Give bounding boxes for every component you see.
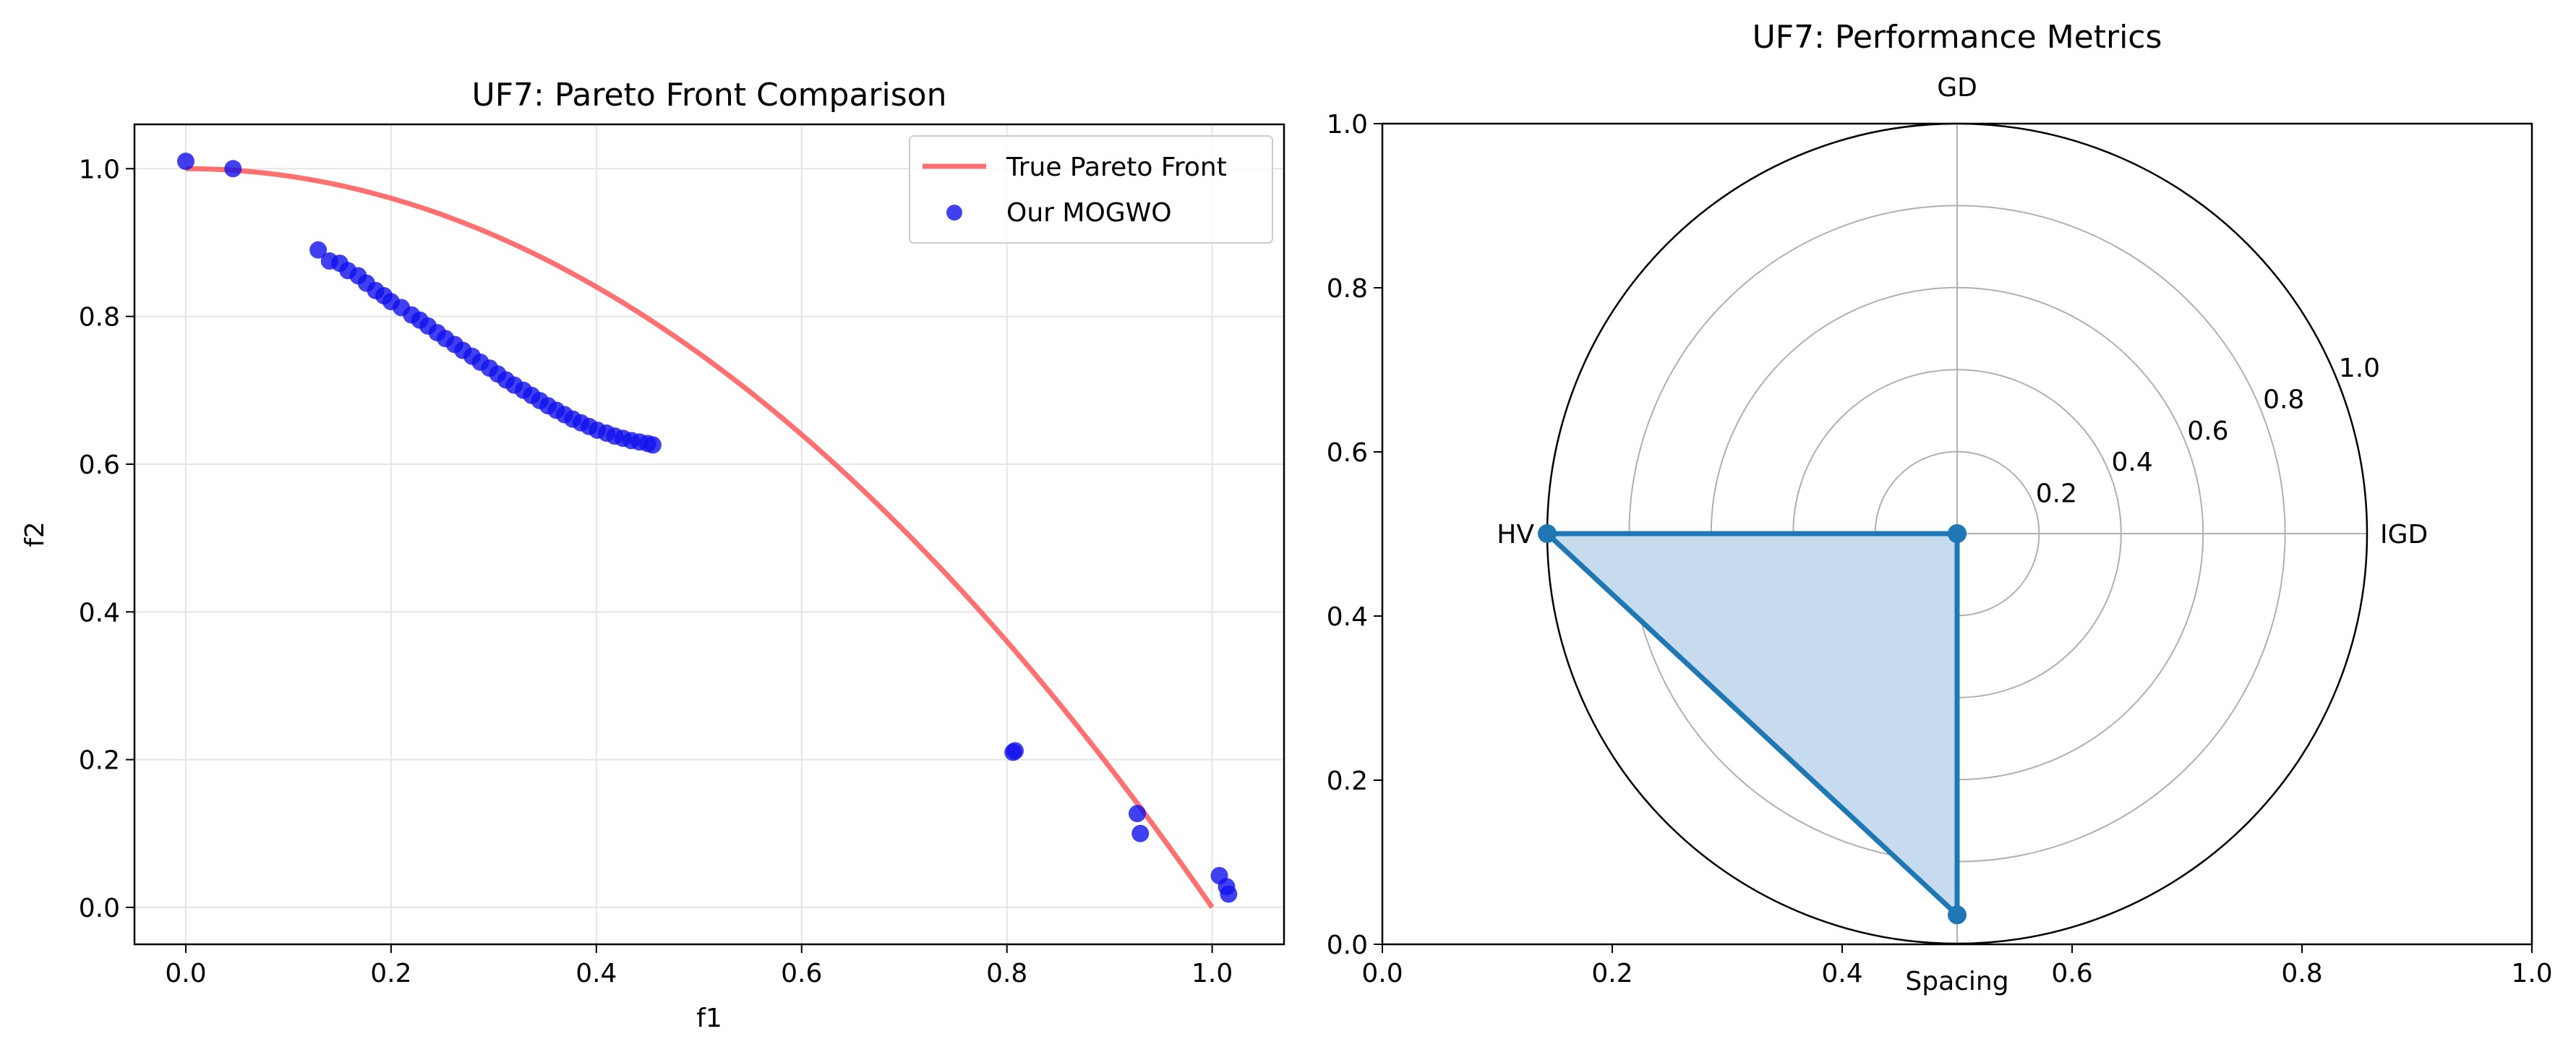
legend-true-pareto-front-label: True Pareto Front — [1006, 153, 1227, 182]
radial-tick-label: 0.8 — [2263, 385, 2304, 414]
legend-box — [909, 135, 1273, 244]
y-tick-label: 0.0 — [79, 894, 120, 923]
right-chart-title: UF7: Performance Metrics — [1753, 19, 2162, 56]
y-tick-label: 0.4 — [79, 598, 120, 628]
frame-y-tick-label: 0.2 — [1327, 766, 1368, 796]
mogwo-point — [1006, 742, 1024, 760]
y-tick-label: 1.0 — [79, 155, 120, 184]
mogwo-point — [224, 160, 242, 178]
frame-x-tick-label: 0.6 — [2051, 959, 2092, 988]
frame-x-tick-label: 0.4 — [1821, 959, 1862, 988]
mogwo-point — [1131, 824, 1150, 842]
x-tick-label: 0.4 — [575, 959, 617, 988]
legend: True Pareto Front Our MOGWO — [909, 135, 1273, 244]
mogwo-point — [643, 436, 662, 454]
frame-y-tick-label: 0.4 — [1327, 602, 1368, 632]
frame-y-tick-label: 0.8 — [1327, 274, 1368, 304]
radar-axis-label-hv: HV — [1497, 520, 1534, 550]
radar-axis-label-igd: IGD — [2380, 520, 2428, 550]
radial-tick-label: 1.0 — [2339, 354, 2380, 383]
radar-outline — [1544, 531, 1960, 918]
y-tick-label: 0.6 — [79, 450, 120, 480]
mogwo-point — [176, 153, 194, 171]
legend-our-mogwo-label: Our MOGWO — [1006, 198, 1172, 228]
left-ticks: 0.0 0.2 0.4 0.6 0.8 1.0 0.0 0.2 0.4 0.6 0.8 1.0 — [79, 155, 1233, 988]
radar-labels: 0.2 0.4 0.6 0.8 1.0 GD IGD Spacing HV — [1497, 73, 2428, 996]
x-tick-label: 0.2 — [370, 959, 411, 988]
frame-x-tick-label: 0.8 — [2281, 959, 2322, 988]
radial-tick-label: 0.4 — [2112, 448, 2153, 477]
frame-y-tick-label: 0.0 — [1327, 931, 1368, 960]
left-x-axis-label: f1 — [696, 1004, 722, 1033]
pareto-front-chart: 0.0 0.2 0.4 0.6 0.8 1.0 0.0 0.2 0.4 0.6 0.8 1.0 UF7… — [20, 77, 1285, 1033]
mogwo-point — [1128, 805, 1146, 823]
x-tick-label: 0.6 — [781, 959, 822, 988]
left-chart-title: UF7: Pareto Front Comparison — [472, 77, 947, 114]
radial-tick-label: 0.2 — [2036, 479, 2077, 509]
performance-metrics-chart: 0.0 0.2 0.4 0.6 0.8 1.0 0.0 0.2 0.4 0.6 0.8 1.0 0.2… — [1327, 19, 2553, 996]
x-tick-label: 1.0 — [1191, 959, 1233, 988]
radar-vertex — [1538, 524, 1557, 543]
left-y-axis-label: f2 — [20, 521, 50, 547]
frame-x-tick-label: 0.0 — [1361, 959, 1403, 988]
left-axes-frame — [133, 123, 1285, 946]
y-tick-label: 0.8 — [79, 303, 120, 333]
radar-vertex — [1948, 524, 1967, 543]
x-tick-label: 0.0 — [165, 959, 206, 988]
left-gridlines — [134, 124, 1284, 944]
y-tick-label: 0.2 — [79, 746, 120, 776]
radar-data — [1538, 524, 1967, 925]
radar-vertex — [1948, 905, 1967, 925]
radial-tick-label: 0.6 — [2187, 416, 2228, 446]
frame-x-tick-label: 1.0 — [2511, 959, 2552, 988]
frame-y-tick-label: 1.0 — [1327, 110, 1368, 140]
true-pareto-front-line — [186, 166, 1215, 909]
radar-axis-label-gd: GD — [1937, 73, 1977, 103]
mogwo-points — [176, 153, 1238, 903]
legend-point-swatch — [946, 205, 962, 221]
frame-x-tick-label: 0.2 — [1591, 959, 1633, 988]
radar-axis-label-spacing: Spacing — [1905, 967, 2008, 996]
right-cartesian-ticks: 0.0 0.2 0.4 0.6 0.8 1.0 0.0 0.2 0.4 0.6 0.8 1.0 — [1327, 110, 2553, 988]
x-tick-label: 0.8 — [986, 959, 1027, 988]
mogwo-point — [309, 241, 328, 259]
mogwo-point — [1220, 885, 1238, 903]
frame-y-tick-label: 0.6 — [1327, 438, 1368, 468]
